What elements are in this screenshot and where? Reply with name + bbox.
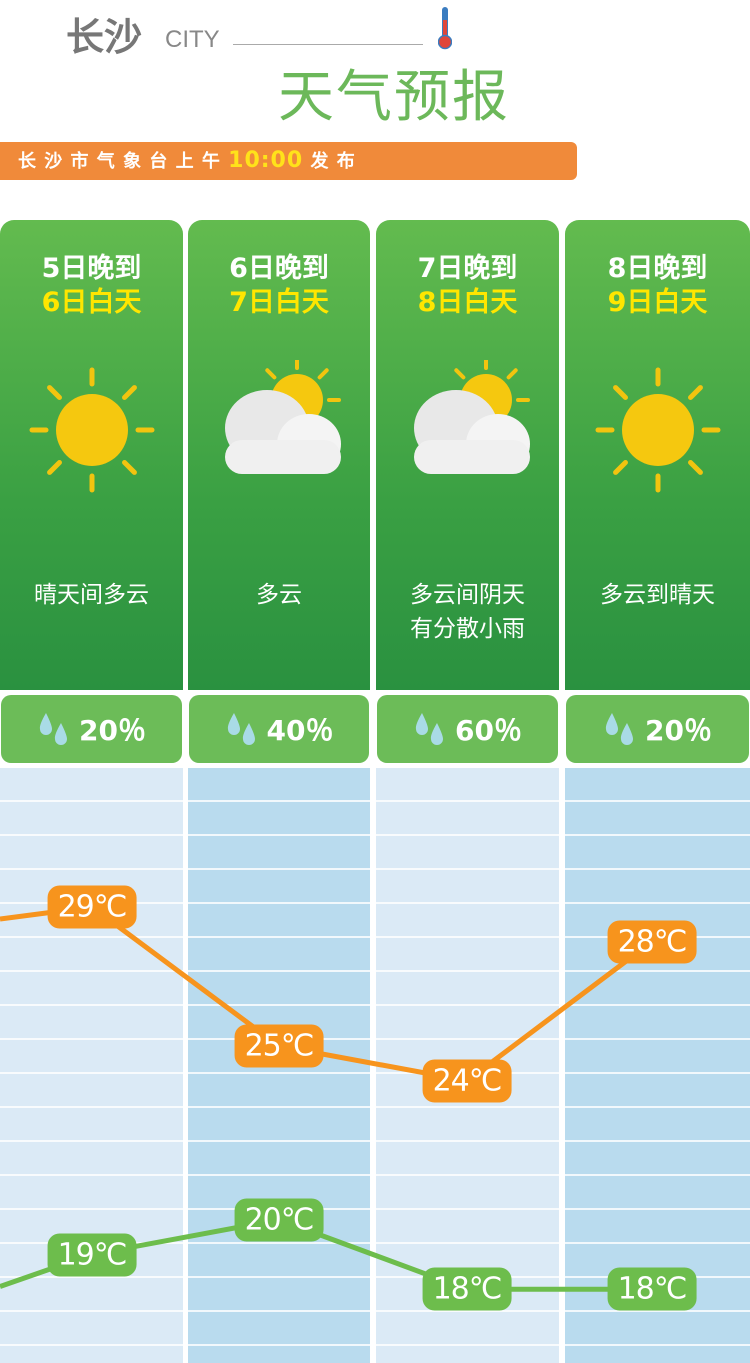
day-card: 7日晚到 8日白天 多云间阴天有分散小雨 — [376, 220, 559, 690]
weather-description: 多云间阴天有分散小雨 — [376, 578, 559, 646]
weather-description: 多云 — [188, 578, 370, 612]
description-line: 晴天间多云 — [34, 582, 149, 608]
raindrop-icon — [415, 713, 444, 745]
day-period-end: 8日白天 — [417, 287, 518, 318]
sun-icon — [29, 367, 154, 493]
day-period-start: 8日晚到 — [607, 253, 708, 284]
precipitation-value: 60％ — [455, 714, 522, 747]
issue-banner: 长 沙 市 气 象 台 上 午 10:00 发 布 — [0, 142, 577, 180]
raindrop-icon — [39, 713, 68, 745]
city-name: 长沙 — [66, 14, 143, 59]
weather-icon — [0, 360, 183, 500]
low-temperature-label: 20℃ — [234, 1198, 324, 1242]
issue-time: 10:00 — [228, 148, 304, 173]
description-line: 多云到晴天 — [600, 582, 715, 608]
day-period-end: 7日白天 — [229, 287, 329, 318]
precipitation-value: 20％ — [79, 714, 146, 747]
city-en-label: CITY — [165, 26, 220, 53]
chart-column-band — [565, 768, 750, 1363]
banner-text: 长 沙 市 气 象 台 上 午 — [18, 151, 229, 172]
precipitation-badge: 20％ — [566, 695, 749, 763]
precipitation-value: 40％ — [266, 714, 334, 747]
banner-suffix: 发 布 — [303, 151, 356, 172]
low-temperature-label: 18℃ — [422, 1267, 512, 1311]
thermometer-icon — [438, 7, 452, 50]
high-temperature-line — [0, 904, 654, 1084]
precipitation-badge: 20％ — [1, 695, 182, 763]
low-temperature-label: 18℃ — [607, 1267, 697, 1311]
precipitation-value: 20％ — [645, 714, 712, 747]
weather-icon — [376, 356, 559, 500]
high-temperature-label: 25℃ — [234, 1024, 324, 1068]
cloud-sun-icon — [413, 356, 530, 474]
raindrop-icon — [227, 713, 255, 745]
description-line: 多云 — [256, 582, 302, 608]
day-period-start: 7日晚到 — [417, 253, 518, 284]
low-temperature-label: 19℃ — [47, 1233, 137, 1276]
high-temperature-label: 29℃ — [47, 885, 137, 929]
description-line: 多云间阴天 — [410, 582, 525, 608]
weather-description: 晴天间多云 — [0, 578, 183, 612]
chart-column-band — [188, 768, 370, 1363]
precipitation-badge: 40％ — [189, 695, 369, 763]
weather-icon — [188, 356, 370, 500]
weather-icon — [565, 360, 750, 500]
divider — [233, 44, 423, 45]
day-period-end: 6日白天 — [41, 287, 142, 318]
raindrop-icon — [605, 713, 634, 745]
high-temperature-label: 28℃ — [607, 920, 697, 964]
high-temperature-label: 24℃ — [422, 1059, 512, 1103]
day-card: 5日晚到 6日白天 晴天间多云 — [0, 220, 183, 690]
sun-icon — [595, 367, 720, 493]
day-card: 6日晚到 7日白天 多云 — [188, 220, 370, 690]
day-card: 8日晚到 9日白天 多云到晴天 — [565, 220, 750, 690]
page-title: 天气预报 — [278, 65, 510, 130]
cloud-sun-icon — [225, 356, 341, 474]
description-line: 有分散小雨 — [410, 616, 525, 642]
weather-description: 多云到晴天 — [565, 578, 750, 612]
day-period-start: 5日晚到 — [41, 253, 142, 284]
day-period-end: 9日白天 — [607, 287, 708, 318]
precipitation-badge: 60％ — [377, 695, 558, 763]
day-period-start: 6日晚到 — [229, 253, 329, 284]
